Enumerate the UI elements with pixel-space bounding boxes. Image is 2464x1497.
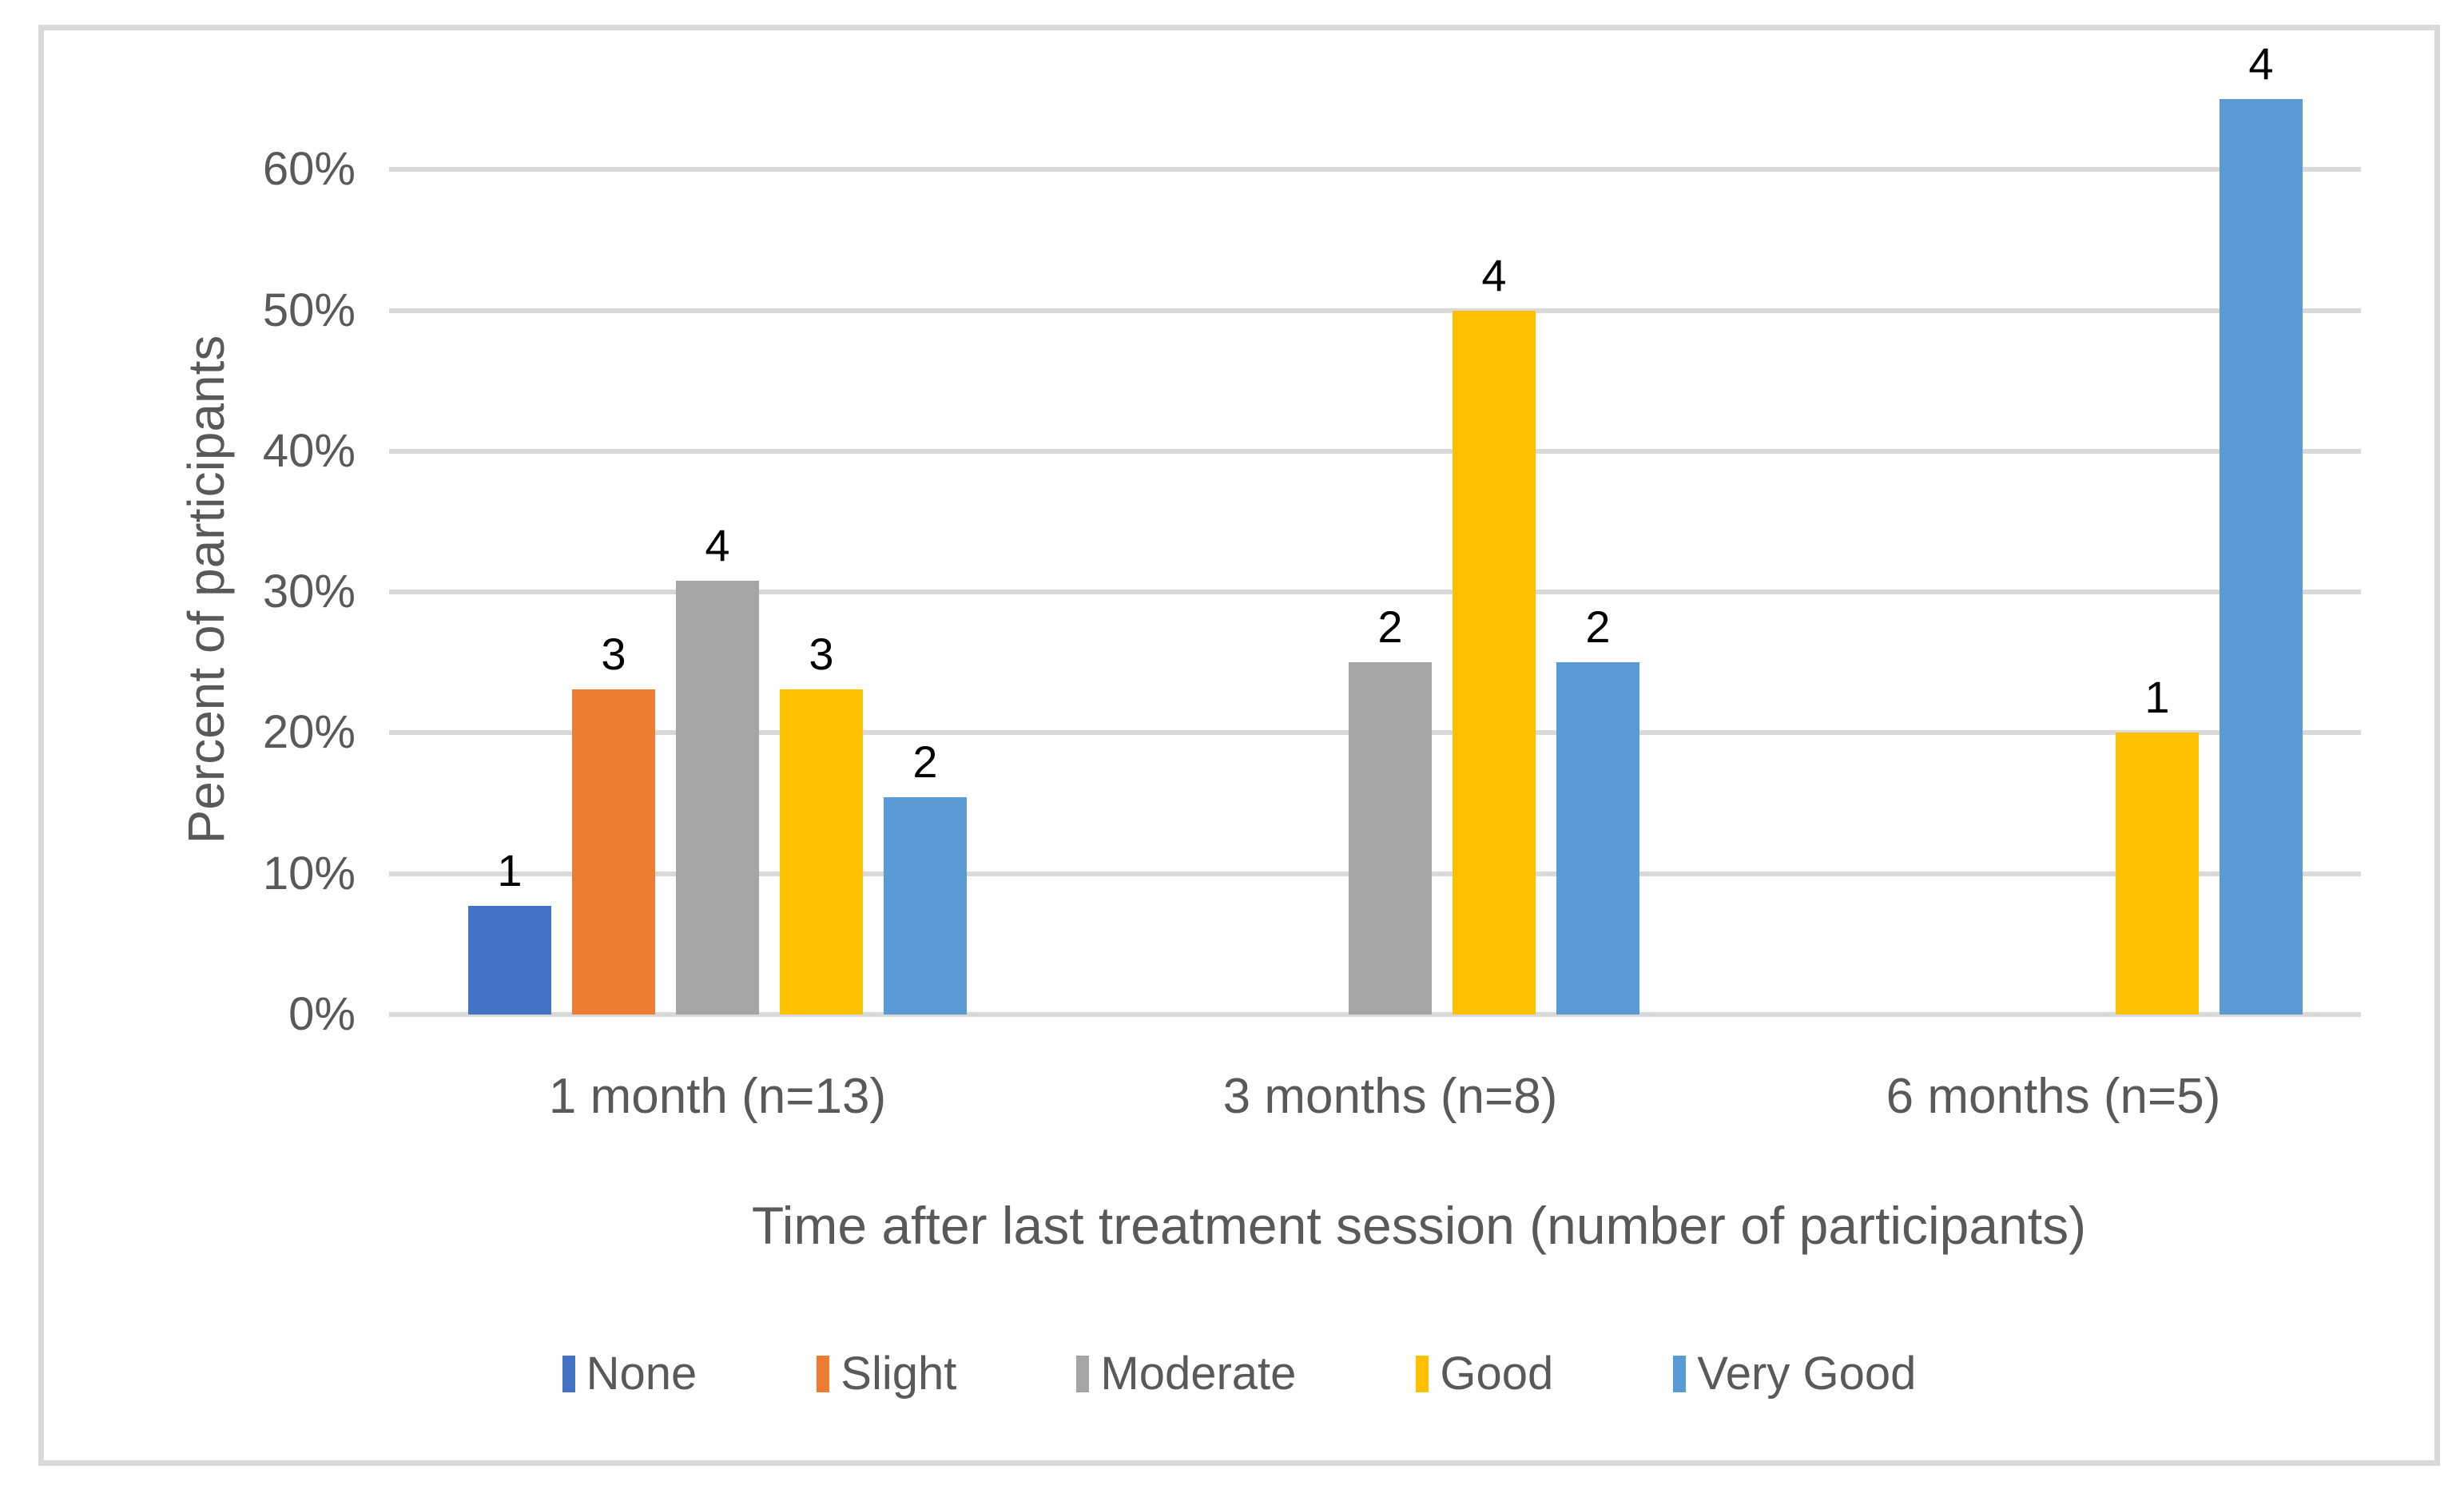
bar-value-label: 4 xyxy=(1481,249,1507,300)
bar-value-label: 3 xyxy=(601,628,626,679)
legend-label: Slight xyxy=(841,1348,957,1400)
legend-item-slight: Slight xyxy=(817,1346,956,1402)
legend-item-very-good: Very Good xyxy=(1673,1346,1916,1402)
legend: None Slight Moderate Good Very Good xyxy=(38,1344,2440,1404)
legend-swatch-icon xyxy=(1673,1356,1687,1392)
bar-good-group3 xyxy=(2116,733,2199,1015)
legend-label: Very Good xyxy=(1697,1348,1917,1400)
legend-item-moderate: Moderate xyxy=(1076,1346,1296,1402)
gridline-60% xyxy=(389,167,2361,173)
y-tick-label: 60% xyxy=(262,143,356,196)
x-tick-label-group1: 1 month (n=13) xyxy=(548,1069,887,1124)
y-tick-label: 40% xyxy=(262,424,356,477)
legend-label: None xyxy=(586,1348,697,1400)
gridline-30% xyxy=(389,590,2361,595)
legend-item-none: None xyxy=(562,1346,697,1402)
gridline-40% xyxy=(389,448,2361,454)
y-tick-label: 0% xyxy=(288,988,356,1040)
legend-swatch-icon xyxy=(1416,1356,1429,1392)
legend-swatch-icon xyxy=(817,1356,830,1392)
bar-value-label: 2 xyxy=(912,737,938,788)
bar-value-label: 2 xyxy=(1377,602,1403,653)
bar-value-label: 3 xyxy=(809,628,834,679)
bar-moderate-group2 xyxy=(1349,662,1432,1015)
legend-label: Moderate xyxy=(1100,1348,1297,1400)
bar-slight-group1 xyxy=(572,689,655,1015)
y-tick-label: 30% xyxy=(262,566,356,618)
legend-swatch-icon xyxy=(1076,1356,1090,1392)
legend-swatch-icon xyxy=(562,1356,575,1392)
bar-very-good-group3 xyxy=(2220,99,2303,1015)
gridline-50% xyxy=(389,308,2361,313)
bar-good-group1 xyxy=(780,689,863,1015)
bar-moderate-group1 xyxy=(676,580,759,1015)
y-tick-label: 50% xyxy=(262,284,356,336)
bar-good-group2 xyxy=(1453,310,1536,1015)
legend-label: Good xyxy=(1440,1348,1554,1400)
bar-value-label: 1 xyxy=(497,845,523,896)
bar-very-good-group2 xyxy=(1556,662,1639,1015)
gridline-0% xyxy=(389,1012,2361,1017)
chart-border-frame: Percent of participants Time after last … xyxy=(38,25,2440,1466)
bar-none-group1 xyxy=(468,906,551,1015)
bar-value-label: 1 xyxy=(2144,672,2170,723)
bar-value-label: 2 xyxy=(1585,602,1611,653)
x-tick-label-group2: 3 months (n=8) xyxy=(1222,1069,1558,1124)
y-tick-label: 20% xyxy=(262,706,356,759)
legend-item-good: Good xyxy=(1416,1346,1553,1402)
bar-value-label: 4 xyxy=(705,519,730,570)
y-tick-label: 10% xyxy=(262,847,356,899)
bar-very-good-group1 xyxy=(884,797,967,1015)
x-axis-title: Time after last treatment session (numbe… xyxy=(751,1196,2087,1255)
bar-value-label: 4 xyxy=(2248,38,2274,89)
x-tick-label-group3: 6 months (n=5) xyxy=(1886,1069,2221,1124)
